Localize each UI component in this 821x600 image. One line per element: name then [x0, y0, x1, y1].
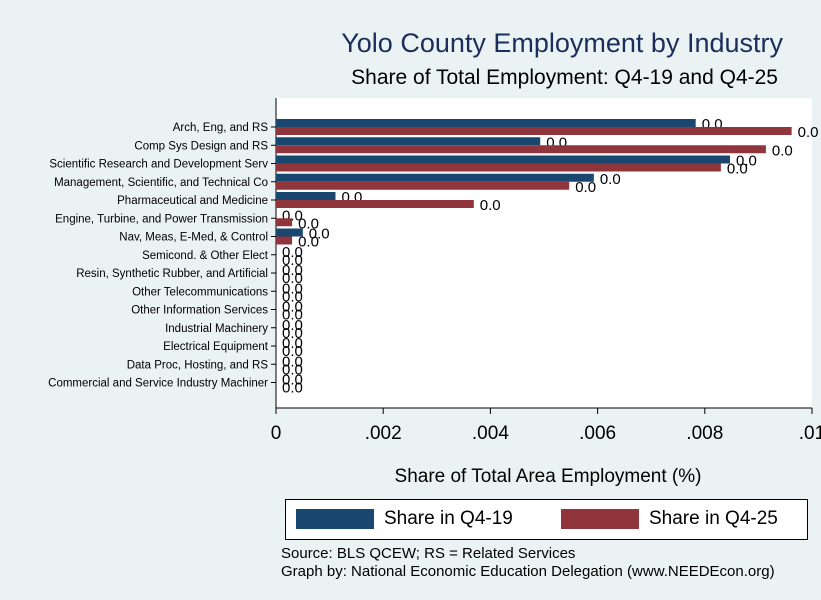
bar-q4-25 — [276, 145, 766, 154]
data-label: 0.0 — [298, 234, 319, 251]
legend-label-q4-19: Share in Q4-19 — [384, 508, 513, 529]
data-label: 0.0 — [282, 353, 303, 370]
legend-label-q4-25: Share in Q4-25 — [649, 508, 778, 529]
data-label: 0.0 — [282, 299, 303, 316]
data-label: 0.0 — [575, 179, 596, 196]
category-label: Electrical Equipment — [163, 341, 269, 353]
legend-swatch-q4-25 — [561, 509, 639, 529]
data-label: 0.0 — [282, 325, 303, 342]
bar-q4-25 — [276, 127, 792, 135]
x-tick-label: .01 — [799, 423, 821, 444]
data-label: 0.0 — [282, 335, 303, 352]
bar-q4-25 — [276, 218, 293, 227]
bar-q4-25 — [276, 181, 570, 190]
credit-line: Graph by: National Economic Education De… — [281, 563, 775, 580]
data-label: 0.0 — [282, 307, 303, 324]
data-label: 0.0 — [282, 262, 303, 279]
bar-q4-19 — [276, 173, 594, 182]
category-label: Data Proc, Hosting, and RS — [127, 359, 269, 371]
x-tick-label: .006 — [579, 423, 616, 444]
category-label: Engine, Turbine, and Power Transmission — [55, 213, 268, 225]
category-label: Scientific Research and Development Serv — [49, 159, 268, 171]
data-label: 0.0 — [600, 171, 621, 188]
data-label: 0.0 — [282, 372, 303, 389]
category-label: Other Telecommunications — [132, 286, 268, 298]
data-label: 0.0 — [309, 226, 330, 243]
data-label: 0.0 — [282, 343, 303, 360]
category-label: Other Information Services — [131, 305, 268, 317]
data-label: 0.0 — [282, 270, 303, 287]
legend-swatch-q4-19 — [296, 509, 374, 529]
source-note: Source: BLS QCEW; RS = Related Services … — [281, 545, 775, 581]
x-tick-label: .004 — [472, 423, 509, 444]
data-label: 0.0 — [480, 197, 501, 214]
legend: Share in Q4-19 Share in Q4-25 — [285, 499, 808, 540]
data-label: 0.0 — [736, 153, 757, 170]
category-label: Resin, Synthetic Rubber, and Artificial — [76, 268, 268, 280]
source-line: Source: BLS QCEW; RS = Related Services — [281, 545, 576, 562]
data-label: 0.0 — [798, 124, 819, 141]
chart-title: Yolo County Employment by Industry — [341, 28, 783, 58]
x-axis-title: Share of Total Area Employment (%) — [395, 466, 702, 487]
category-label: Industrial Machinery — [165, 323, 268, 335]
x-tick-label: 0 — [271, 423, 282, 444]
bar-q4-19 — [276, 137, 541, 146]
data-label: 0.0 — [298, 215, 319, 232]
category-label: Comp Sys Design and RS — [134, 140, 268, 152]
bar-q4-25 — [276, 236, 293, 245]
bar-q4-25 — [276, 163, 721, 172]
category-label: Semicond. & Other Elect — [142, 250, 269, 262]
chart-subtitle: Share of Total Employment: Q4-19 and Q4-… — [351, 66, 778, 89]
x-tick-label: .002 — [365, 423, 402, 444]
data-label: 0.0 — [282, 317, 303, 334]
category-label: Pharmaceutical and Medicine — [117, 195, 268, 207]
data-label: 0.0 — [282, 244, 303, 261]
category-label: Arch, Eng, and RS — [173, 122, 269, 134]
category-label: Commercial and Service Industry Machiner — [48, 378, 268, 390]
data-label: 0.0 — [727, 161, 748, 178]
data-label: 0.0 — [282, 361, 303, 378]
x-tick-label: .008 — [686, 423, 723, 444]
data-label: 0.0 — [282, 280, 303, 297]
category-label: Nav, Meas, E-Med, & Control — [119, 232, 268, 244]
category-label: Management, Scientific, and Technical Co — [54, 177, 268, 189]
data-label: 0.0 — [282, 380, 303, 397]
data-label: 0.0 — [282, 288, 303, 305]
bar-q4-19 — [276, 192, 336, 200]
data-label: 0.0 — [772, 142, 793, 159]
bar-q4-19 — [276, 155, 730, 164]
bar-q4-25 — [276, 200, 474, 208]
bar-q4-19 — [276, 119, 696, 127]
data-label: 0.0 — [282, 252, 303, 269]
bar-q4-19 — [276, 228, 303, 237]
